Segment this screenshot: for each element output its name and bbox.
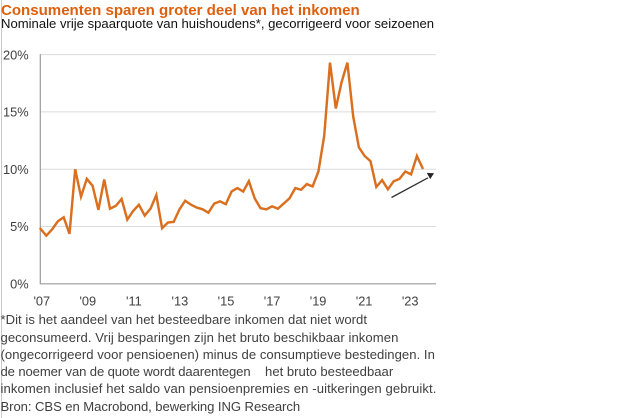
svg-text:'23: '23 <box>402 294 419 309</box>
svg-text:'17: '17 <box>264 294 281 309</box>
svg-text:'21: '21 <box>356 294 373 309</box>
svg-text:'13: '13 <box>172 294 189 309</box>
svg-text:20%: 20% <box>3 47 29 62</box>
svg-text:'07: '07 <box>33 294 50 309</box>
svg-text:'19: '19 <box>310 294 327 309</box>
svg-text:'15: '15 <box>218 294 235 309</box>
svg-text:0%: 0% <box>10 277 29 292</box>
svg-text:10%: 10% <box>3 162 29 177</box>
svg-text:'11: '11 <box>126 294 142 309</box>
svg-text:'09: '09 <box>79 294 96 309</box>
svg-text:15%: 15% <box>3 105 29 120</box>
svg-text:5%: 5% <box>10 219 29 234</box>
